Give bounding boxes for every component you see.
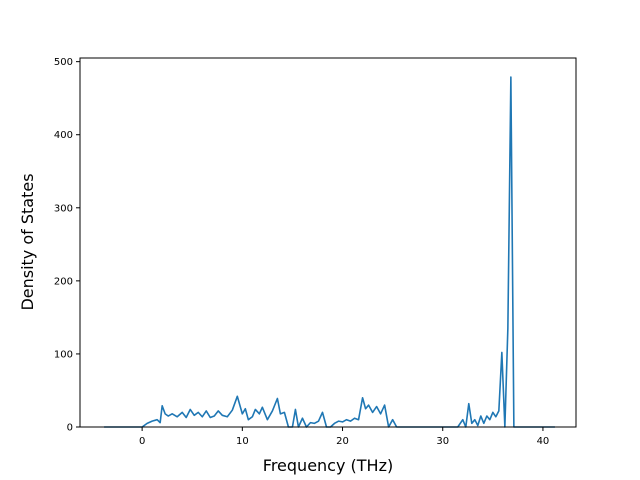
x-tick-label: 0 (139, 436, 145, 447)
x-tick-label: 40 (537, 436, 550, 447)
x-axis-ticks: 0 10 20 30 40 (139, 427, 549, 447)
y-tick-label: 200 (54, 276, 73, 287)
x-axis-label: Frequency (THz) (263, 456, 393, 475)
y-axis-label: Density of States (18, 173, 37, 310)
x-tick-label: 10 (236, 436, 249, 447)
dos-series-line (104, 76, 555, 428)
y-axis-ticks: 0 100 200 300 400 500 (54, 57, 80, 434)
plot-marks (104, 76, 555, 428)
y-tick-label: 300 (54, 203, 73, 214)
plot-frame (79, 57, 577, 428)
y-tick-label: 100 (54, 349, 73, 360)
y-tick-label: 0 (67, 423, 73, 434)
x-tick-label: 30 (436, 436, 449, 447)
x-tick-label: 20 (336, 436, 349, 447)
y-tick-label: 500 (54, 57, 73, 68)
y-tick-label: 400 (54, 130, 73, 141)
